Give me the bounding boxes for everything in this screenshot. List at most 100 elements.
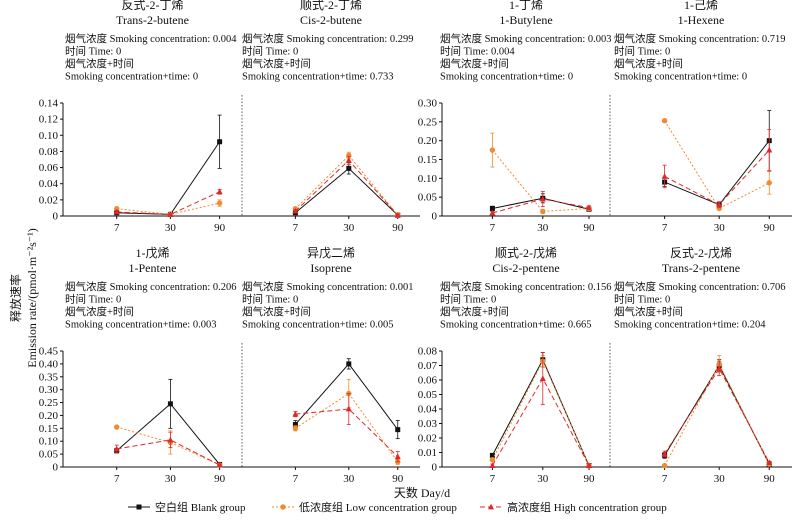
series-line xyxy=(491,359,590,466)
legend-label: 低浓度组 Low concentration group xyxy=(299,500,457,514)
data-point xyxy=(216,200,223,206)
series-line xyxy=(664,367,770,463)
y-tick-label: 0.10 xyxy=(39,130,59,142)
data-point xyxy=(292,410,299,417)
stat-time: 时间 Time: 0 xyxy=(65,293,121,306)
data-point xyxy=(216,188,223,195)
stat-smoke: 烟气浓度 Smoking concentration: 0.719 xyxy=(614,32,785,45)
stat-interaction: Smoking concentration+time: 0 xyxy=(65,72,198,83)
series-3 xyxy=(292,393,401,463)
data-point xyxy=(113,445,120,452)
stat-interaction-cn: 烟气浓度+时间 xyxy=(440,305,509,318)
y-tick-label: 0.02 xyxy=(418,433,437,445)
legend-item-2: 低浓度组 Low concentration group xyxy=(272,500,457,514)
panel-5: 1-戊烯1-Pentene 烟气浓度 Smoking concentration:… xyxy=(39,246,242,485)
data-point xyxy=(217,139,223,145)
y-tick-label: 0 xyxy=(432,211,438,223)
stat-interaction-cn: 烟气浓度+时间 xyxy=(242,57,311,70)
series-1 xyxy=(662,110,772,208)
series-1 xyxy=(292,162,401,218)
y-tick-label: 0.14 xyxy=(39,98,59,110)
y-tick-label: 0.06 xyxy=(39,162,59,174)
panel-title-en: Isoprene xyxy=(310,261,351,275)
stat-interaction-cn: 烟气浓度+时间 xyxy=(242,305,311,318)
y-tick-label: 0 xyxy=(53,462,59,474)
panel-title-en: Trans-2-pentene xyxy=(662,261,740,275)
y-tick-label: 0.05 xyxy=(39,449,59,461)
data-point xyxy=(395,427,401,433)
series-line xyxy=(295,408,399,458)
stat-interaction-cn: 烟气浓度+时间 xyxy=(614,305,683,318)
x-tick-label: 30 xyxy=(343,473,355,485)
stat-smoke: 烟气浓度 Smoking concentration: 0.706 xyxy=(614,280,785,293)
stat-time: 时间 Time: 0 xyxy=(614,45,670,58)
series-3 xyxy=(113,431,223,468)
x-tick-label: 7 xyxy=(490,222,496,234)
data-point xyxy=(661,450,668,457)
y-tick-label: 0.08 xyxy=(418,346,438,358)
series-3 xyxy=(661,360,773,466)
panel-title-cn: 反式-2-丁烯 xyxy=(122,0,184,12)
series-line xyxy=(295,154,399,216)
y-tick-label: 0.05 xyxy=(418,389,438,401)
data-point xyxy=(716,201,723,208)
stat-interaction: Smoking concentration+time: 0.003 xyxy=(65,320,216,331)
panel-title-en: 1-Pentene xyxy=(129,261,177,275)
y-axis-label-en: Emission rate/(pmol·m⁻²s⁻¹) xyxy=(25,228,39,368)
series-line xyxy=(295,363,399,430)
y-tick-label: 0 xyxy=(53,211,59,223)
data-point xyxy=(346,152,352,159)
y-tick-label: 0.30 xyxy=(39,384,59,396)
data-point xyxy=(292,421,298,427)
x-tick-label: 90 xyxy=(764,473,776,485)
data-point xyxy=(661,462,668,469)
stat-time: 时间 Time: 0 xyxy=(242,293,298,306)
legend-marker xyxy=(280,504,286,510)
data-point xyxy=(345,157,352,163)
series-line xyxy=(116,141,221,215)
data-point xyxy=(113,208,120,215)
panel-3: 1-丁烯1-Butylene 烟气浓度 Smoking concentration… xyxy=(418,0,612,234)
data-point xyxy=(716,365,723,371)
x-tick-label: 30 xyxy=(714,222,726,234)
stat-smoke: 烟气浓度 Smoking concentration: 0.004 xyxy=(65,32,237,45)
y-tick-label: 0.06 xyxy=(418,375,438,387)
panel-title-cn: 顺式-2-丁烯 xyxy=(300,0,362,12)
data-point xyxy=(586,462,592,468)
series-line xyxy=(664,149,770,206)
series-line xyxy=(295,167,399,216)
data-point xyxy=(586,204,592,211)
data-point xyxy=(489,452,495,458)
data-point xyxy=(345,405,352,412)
x-tick-label: 7 xyxy=(662,222,668,234)
stat-interaction: Smoking concentration+time: 0 xyxy=(440,72,573,83)
series-1 xyxy=(662,359,772,467)
stat-smoke: 烟气浓度 Smoking concentration: 0.299 xyxy=(242,32,413,45)
legend-marker xyxy=(488,503,494,510)
x-tick-label: 90 xyxy=(214,222,226,234)
legend-item-3: 高浓度组 High concentration group xyxy=(480,500,667,514)
panel-title-cn: 顺式-2-戊烯 xyxy=(495,246,557,260)
legend: 空白组 Blank group 低浓度组 Low concentration gr… xyxy=(128,500,667,514)
y-tick-label: 0.12 xyxy=(39,114,58,126)
y-tick-label: 0.05 xyxy=(418,192,438,204)
panel-title-en: 1-Hexene xyxy=(678,13,725,27)
panel-title-cn: 1-丁烯 xyxy=(509,0,543,12)
series-line xyxy=(664,364,770,465)
y-tick-label: 0.25 xyxy=(39,397,59,409)
series-line xyxy=(116,403,221,465)
y-tick-label: 0.40 xyxy=(39,358,59,370)
panel-title-cn: 1-戊烯 xyxy=(136,246,170,260)
data-point xyxy=(539,375,546,381)
data-point xyxy=(766,180,772,186)
data-point xyxy=(292,425,299,432)
x-tick-label: 7 xyxy=(114,473,120,485)
y-tick-label: 0.10 xyxy=(39,436,59,448)
series-2 xyxy=(489,354,592,469)
y-tick-label: 0.03 xyxy=(418,418,438,430)
x-tick-label: 30 xyxy=(714,473,726,485)
stat-time: 时间 Time: 0 xyxy=(65,45,121,58)
data-point xyxy=(394,211,401,218)
data-point xyxy=(346,165,352,171)
